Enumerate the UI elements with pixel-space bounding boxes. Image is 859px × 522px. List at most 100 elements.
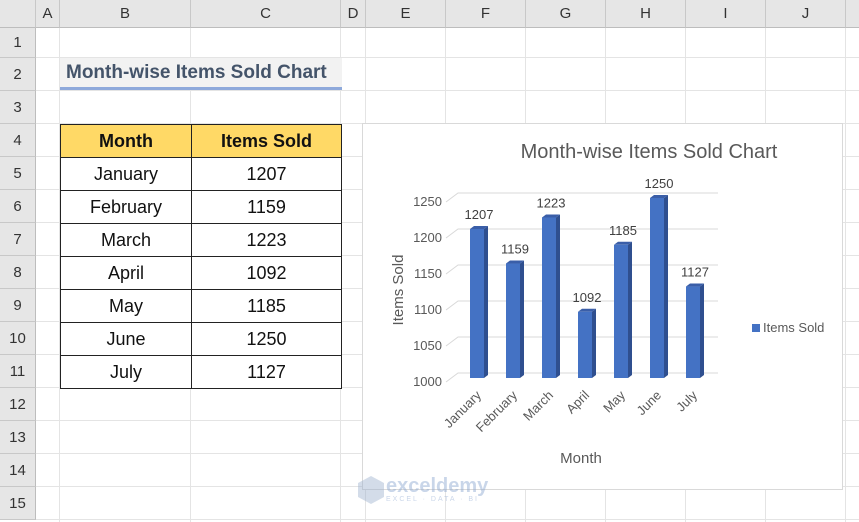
legend-label: Items Sold	[763, 320, 824, 335]
data-label: 1250	[645, 176, 674, 191]
y-tick-label: 1000	[413, 374, 442, 389]
bar	[614, 244, 628, 378]
gridline	[445, 192, 718, 203]
x-axis-title: Month	[560, 450, 602, 467]
row-header-8[interactable]: 8	[0, 256, 36, 289]
row-header-5[interactable]: 5	[0, 157, 36, 190]
table-cell-month[interactable]: April	[60, 256, 192, 290]
row-header-15[interactable]: 15	[0, 487, 36, 520]
table-cell-items-sold[interactable]: 1223	[191, 223, 342, 257]
bar	[650, 198, 664, 378]
gridline	[36, 519, 859, 520]
table-cell-items-sold[interactable]: 1250	[191, 322, 342, 356]
column-header-H[interactable]: H	[606, 0, 686, 28]
chart[interactable]: Month-wise Items Sold Chart 1000 1050 1100 1…	[362, 123, 843, 490]
gridline	[59, 28, 60, 522]
bar	[542, 217, 556, 378]
chart-title: Month-wise Items Sold Chart	[521, 141, 778, 163]
table-cell-month[interactable]: June	[60, 322, 192, 356]
column-header-G[interactable]: G	[526, 0, 606, 28]
bar-side	[700, 283, 704, 378]
x-tick-label: March	[520, 388, 556, 424]
x-tick-label: May	[600, 387, 628, 415]
table-cell-month[interactable]: May	[60, 289, 192, 323]
bar	[470, 228, 484, 378]
sheet-title[interactable]: Month-wise Items Sold Chart	[60, 58, 342, 90]
watermark-name: exceldemy	[386, 474, 489, 497]
bar-top	[578, 308, 596, 312]
row-header-2[interactable]: 2	[0, 58, 36, 91]
column-header-extra[interactable]	[846, 0, 859, 28]
bar	[686, 286, 700, 378]
bar-top	[542, 214, 560, 218]
gridline	[36, 57, 859, 58]
gridline	[445, 228, 718, 239]
x-tick-label: April	[563, 387, 592, 416]
row-header-12[interactable]: 12	[0, 388, 36, 421]
table-cell-month[interactable]: July	[60, 355, 192, 389]
table-cell-items-sold[interactable]: 1092	[191, 256, 342, 290]
column-header-B[interactable]: B	[60, 0, 191, 28]
bar	[578, 311, 592, 378]
bar-side	[556, 214, 560, 378]
y-tick-label: 1200	[413, 230, 442, 245]
column-header-F[interactable]: F	[446, 0, 526, 28]
data-label: 1223	[537, 195, 566, 210]
y-tick-label: 1150	[414, 266, 442, 281]
select-all-corner[interactable]	[0, 0, 36, 28]
table-cell-items-sold[interactable]: 1159	[191, 190, 342, 224]
x-tick-label: June	[634, 388, 665, 419]
table-cell-items-sold[interactable]: 1185	[191, 289, 342, 323]
gridline	[36, 90, 859, 91]
bar-side	[520, 260, 524, 378]
row-header-9[interactable]: 9	[0, 289, 36, 322]
column-header-A[interactable]: A	[36, 0, 60, 28]
column-header-E[interactable]: E	[366, 0, 446, 28]
table-cell-month[interactable]: February	[60, 190, 192, 224]
watermark-tagline: EXCEL · DATA · BI	[386, 495, 479, 503]
bar-top	[650, 195, 668, 198]
legend-swatch	[752, 324, 760, 332]
data-label: 1092	[573, 290, 602, 305]
row-header-3[interactable]: 3	[0, 91, 36, 124]
chart-svg: Month-wise Items Sold Chart 1000 1050 1100 1…	[390, 141, 824, 467]
table-header-month[interactable]: Month	[60, 124, 192, 158]
row-header-7[interactable]: 7	[0, 223, 36, 256]
table-cell-month[interactable]: January	[60, 157, 192, 191]
table-cell-month[interactable]: March	[60, 223, 192, 257]
column-header-C[interactable]: C	[191, 0, 341, 28]
row-header-13[interactable]: 13	[0, 421, 36, 454]
bar-side	[664, 195, 668, 378]
table-cell-items-sold[interactable]: 1127	[191, 355, 342, 389]
bar-side	[484, 225, 488, 378]
y-tick-label: 1050	[413, 338, 442, 353]
data-label: 1207	[465, 207, 494, 222]
y-tick-label: 1250	[413, 194, 442, 209]
row-header-14[interactable]: 14	[0, 454, 36, 487]
bar-top	[686, 283, 704, 287]
y-tick-label: 1100	[414, 302, 442, 317]
table-header-items-sold[interactable]: Items Sold	[191, 124, 342, 158]
y-axis-title: Items Sold	[390, 255, 407, 326]
bar-side	[628, 241, 632, 378]
bar-top	[614, 241, 632, 245]
column-header-I[interactable]: I	[686, 0, 766, 28]
column-header-J[interactable]: J	[766, 0, 846, 28]
data-label: 1159	[501, 242, 529, 257]
watermark: exceldemy EXCEL · DATA · BI	[356, 474, 488, 504]
row-header-10[interactable]: 10	[0, 322, 36, 355]
column-header-D[interactable]: D	[341, 0, 366, 28]
bar-side	[592, 308, 596, 378]
row-header-6[interactable]: 6	[0, 190, 36, 223]
data-label: 1127	[681, 265, 709, 280]
row-header-4[interactable]: 4	[0, 124, 36, 157]
row-header-1[interactable]: 1	[0, 28, 36, 58]
bar-top	[470, 225, 488, 229]
bar	[506, 263, 520, 378]
bar-top	[506, 260, 524, 264]
exceldemy-logo-icon	[358, 476, 384, 504]
data-label: 1185	[609, 223, 637, 238]
x-tick-label: July	[673, 387, 700, 414]
row-header-11[interactable]: 11	[0, 355, 36, 388]
table-cell-items-sold[interactable]: 1207	[191, 157, 342, 191]
